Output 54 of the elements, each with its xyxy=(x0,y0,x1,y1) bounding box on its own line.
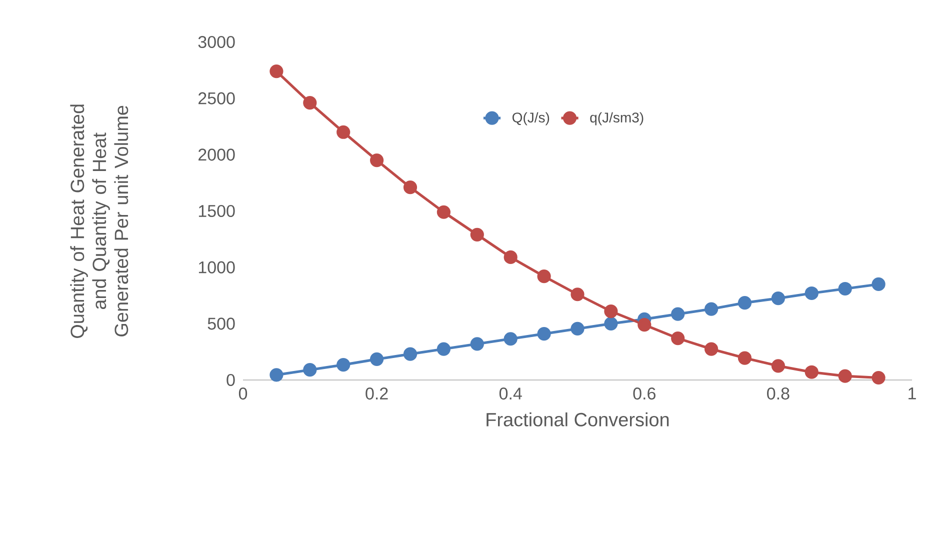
x-tick-label: 0.8 xyxy=(767,388,790,400)
y-tick-label: 500 xyxy=(208,318,235,330)
x-tick-label: 0.2 xyxy=(366,388,388,400)
point xyxy=(270,368,284,382)
point xyxy=(872,370,886,385)
x-axis-title: Fractional Conversion xyxy=(486,412,669,426)
point xyxy=(436,342,450,356)
point xyxy=(336,125,350,139)
point xyxy=(537,270,551,284)
point xyxy=(370,352,384,366)
x-tick-label: 1 xyxy=(908,388,916,400)
y-tick-label: 2000 xyxy=(198,148,235,161)
point xyxy=(671,307,685,321)
point xyxy=(872,277,886,292)
point xyxy=(403,180,418,194)
point xyxy=(470,228,484,242)
point xyxy=(570,322,584,336)
point xyxy=(370,154,384,168)
point xyxy=(504,250,518,264)
legend-label: q(J/sm3) xyxy=(590,112,644,126)
point xyxy=(570,288,584,302)
point xyxy=(403,347,418,361)
point xyxy=(303,363,317,377)
y-tick-label: 2500 xyxy=(198,92,235,104)
point xyxy=(771,359,786,373)
point xyxy=(303,96,317,110)
point xyxy=(671,332,685,346)
point xyxy=(738,351,752,365)
point xyxy=(704,342,718,356)
point xyxy=(838,282,852,296)
y-tick-label: 0 xyxy=(226,374,235,386)
point xyxy=(771,292,786,306)
x-tick-label: 0 xyxy=(238,388,248,400)
point xyxy=(470,337,484,351)
x-tick-label: 0.6 xyxy=(633,388,656,400)
point xyxy=(270,64,284,78)
point xyxy=(604,316,618,330)
y-tick-label: 1000 xyxy=(198,261,235,274)
y-tick-label: 3000 xyxy=(198,36,235,48)
point xyxy=(738,296,752,310)
y-tick-label: 1500 xyxy=(198,204,235,218)
x-tick-label: 0.4 xyxy=(499,388,522,400)
point xyxy=(436,205,450,219)
point xyxy=(638,318,652,332)
point xyxy=(804,365,818,379)
point xyxy=(804,286,818,300)
point xyxy=(336,358,350,372)
y-axis-title: Quantity of Heat Generated and Quantity of Heat Generated Per unit Volume xyxy=(70,104,128,338)
point xyxy=(838,369,852,383)
point xyxy=(604,304,618,318)
point xyxy=(504,332,518,346)
point xyxy=(537,327,551,341)
point xyxy=(704,302,718,316)
legend-label: Q(J/s) xyxy=(512,112,550,126)
